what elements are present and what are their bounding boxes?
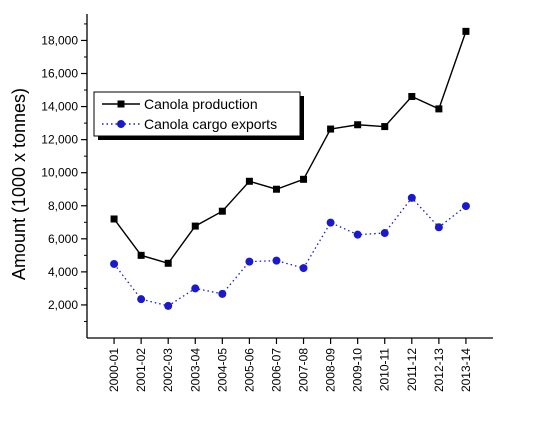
data-point <box>435 105 443 113</box>
series-2 <box>110 193 470 310</box>
y-tick-label: 14,000 <box>41 100 78 114</box>
y-axis-title: Amount (1000 x tonnes) <box>9 88 29 280</box>
data-point <box>110 215 118 223</box>
x-tick-label: 2002-03 <box>161 348 175 392</box>
x-tick-label: 2013-14 <box>459 348 473 392</box>
data-point <box>137 295 146 304</box>
data-point <box>380 229 389 238</box>
data-point <box>327 125 335 133</box>
data-point <box>137 251 145 259</box>
data-point <box>191 284 200 293</box>
data-point <box>354 121 362 129</box>
series-line <box>113 31 467 265</box>
data-point <box>272 185 280 193</box>
axes <box>86 14 493 339</box>
x-tick-label: 2001-02 <box>134 348 148 392</box>
y-axis-ticks: 2,000 4,000 6,000 8,000 10,000 12,000 14,000 16… <box>41 23 87 322</box>
data-point <box>408 92 416 100</box>
x-tick-label: 2004-05 <box>215 348 229 392</box>
data-point <box>272 256 281 265</box>
data-point <box>353 230 362 239</box>
x-tick-label: 2000-01 <box>107 348 121 392</box>
data-point <box>218 207 226 215</box>
x-tick-label: 2011-12 <box>405 348 419 391</box>
series-line <box>113 196 467 307</box>
x-tick-label: 2009-10 <box>351 348 365 392</box>
x-tick-label: 2003-04 <box>188 348 202 392</box>
data-point <box>461 202 470 211</box>
y-tick-label: 16,000 <box>41 67 78 81</box>
y-tick-label: 18,000 <box>41 33 78 47</box>
series-1 <box>110 27 470 267</box>
x-tick-label: 2010-11 <box>378 348 392 391</box>
legend-label: Canola production <box>144 96 258 112</box>
data-point <box>110 259 119 268</box>
series-layer <box>110 27 470 310</box>
y-tick-label: 2,000 <box>48 298 78 312</box>
data-point <box>300 175 308 183</box>
data-point <box>462 27 470 35</box>
data-point <box>164 259 172 267</box>
y-tick-label: 6,000 <box>48 232 78 246</box>
data-point <box>245 257 254 266</box>
legend-marker <box>117 100 125 108</box>
y-tick-label: 12,000 <box>41 133 78 147</box>
data-point <box>245 177 253 185</box>
x-axis-ticks: 2000-01 2001-02 2002-03 2003-04 2004-05 2005-… <box>107 338 473 392</box>
legend: Canola production Canola cargo exports <box>93 91 304 140</box>
y-tick-label: 4,000 <box>48 265 78 279</box>
y-tick-label: 8,000 <box>48 199 78 213</box>
x-tick-label: 2007-08 <box>297 348 311 392</box>
y-tick-label: 10,000 <box>41 166 78 180</box>
legend-label: Canola cargo exports <box>144 116 277 132</box>
x-tick-label: 2005-06 <box>242 348 256 392</box>
data-point <box>218 289 227 298</box>
x-tick-label: 2012-13 <box>432 348 446 392</box>
x-tick-label: 2006-07 <box>269 348 283 392</box>
data-point <box>299 264 308 273</box>
data-point <box>164 301 173 310</box>
legend-box <box>93 91 301 137</box>
data-point <box>191 222 199 230</box>
data-point <box>381 123 389 131</box>
legend-marker <box>117 120 125 128</box>
data-point <box>326 218 335 227</box>
x-tick-label: 2008-09 <box>324 348 338 392</box>
data-point <box>407 193 416 202</box>
data-point <box>434 223 443 232</box>
